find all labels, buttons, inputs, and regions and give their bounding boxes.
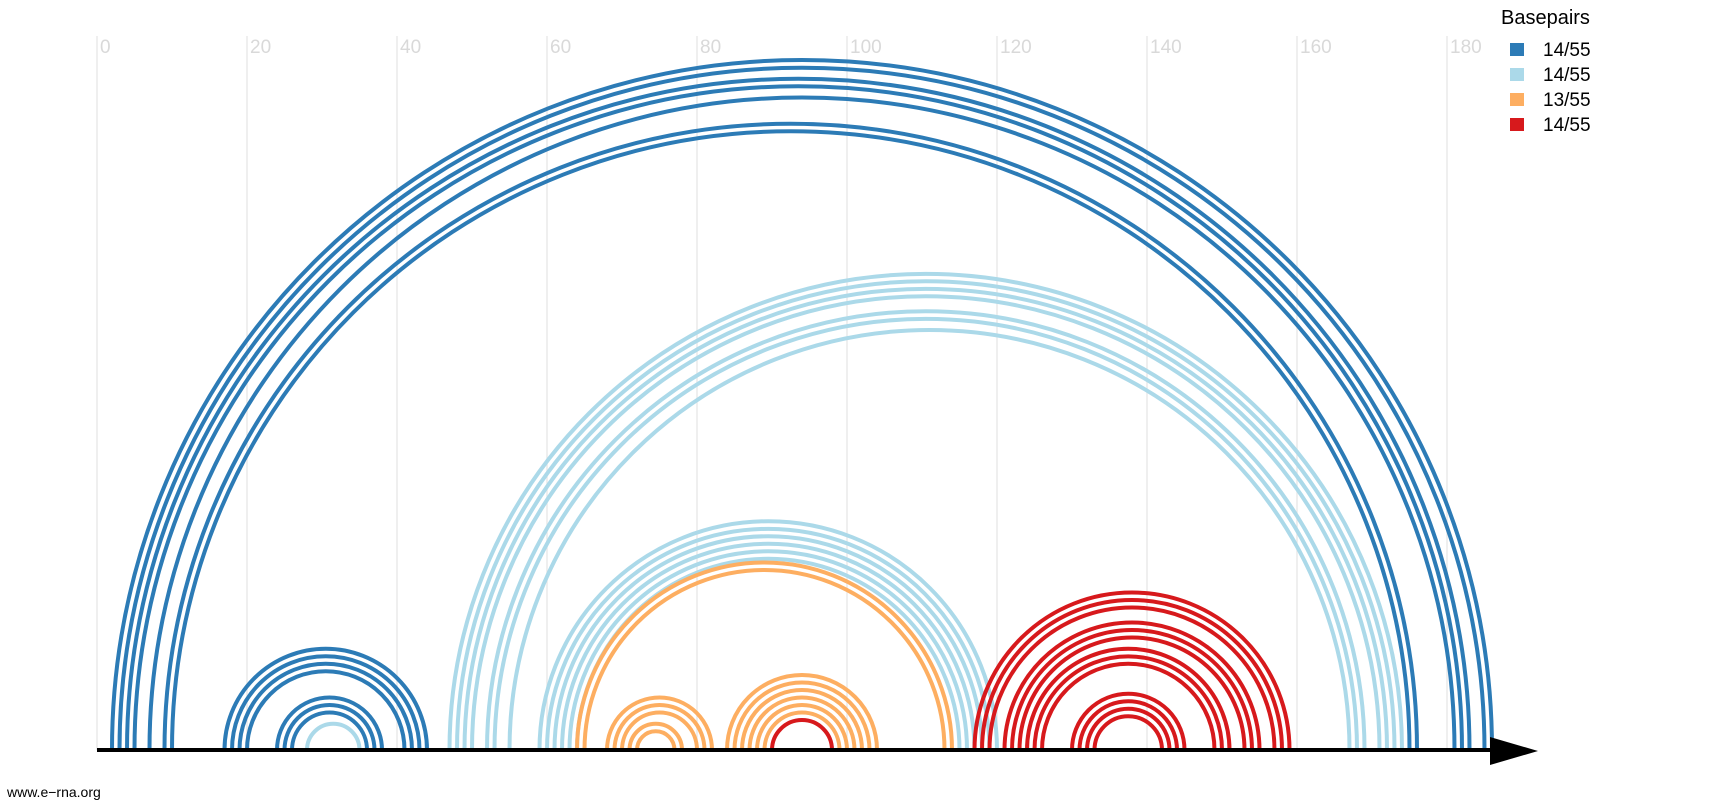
basepair-arc [620,710,699,751]
basepair-arc [305,721,362,751]
basepair-arc [1040,661,1217,751]
legend-title: Basepairs [1501,7,1590,29]
x-tick-label: 80 [700,37,721,58]
basepair-arc [492,316,1359,751]
basepair-arc [117,65,1487,751]
legend-swatch [1510,43,1524,56]
x-tick-label: 140 [1150,37,1182,58]
basepair-arc [237,661,414,751]
basepair-arcs [110,58,1494,751]
basepair-arc [110,58,1494,751]
basepair-arc [747,695,857,751]
basepair-arc [972,590,1292,751]
basepair-arc [1017,635,1247,751]
basepair-arc [275,695,384,751]
basepair-arc [740,688,864,751]
legend-label: 13/55 [1543,90,1591,111]
basepair-arc [762,710,842,751]
basepair-arc [162,121,1419,751]
x-tick-label: 180 [1450,37,1482,58]
basepair-arc [147,95,1457,751]
basepair-arc [125,76,1472,751]
sequence-axis [97,737,1538,765]
basepair-arc [507,328,1352,751]
basepair-arc [980,598,1284,751]
legend-swatch [1510,93,1524,106]
legend-swatch [1510,68,1524,81]
legend-label: 14/55 [1543,40,1591,61]
legend-label: 14/55 [1543,115,1591,136]
basepair-arc [447,271,1404,751]
vertical-gridlines [96,36,1448,750]
basepair-arc [987,605,1277,751]
x-tick-label: 120 [1000,37,1032,58]
x-tick-label: 160 [1300,37,1332,58]
basepair-arc [222,646,429,751]
x-tick-label: 100 [850,37,882,58]
legend-label: 14/55 [1543,65,1591,86]
basepair-arc [755,703,849,751]
basepair-arc [537,519,999,751]
basepair-arc [567,549,969,751]
x-tick-labels: 0 20 40 60 80 100 120 140 160 180 [100,37,1482,58]
basepair-arc [627,721,684,751]
basepair-arc [612,703,707,751]
x-tick-label: 20 [250,37,271,58]
axis-arrowhead [1490,737,1538,765]
basepair-arc [725,673,879,751]
basepair-arc [582,568,947,751]
basepair-arc [462,286,1389,751]
basepair-arc [1085,706,1172,751]
x-tick-label: 60 [550,37,571,58]
footer-url: www.e−rna.org [7,784,101,800]
basepair-arc [605,695,714,751]
basepair-arc [282,703,377,751]
basepair-arc [290,710,369,751]
basepair-arc [1025,646,1232,751]
legend-swatch [1510,118,1524,131]
basepair-arc [485,309,1367,751]
basepair-arc [635,729,677,751]
basepair-arc [1010,628,1254,751]
basepair-arc [575,560,954,751]
basepair-arc [1032,654,1224,751]
basepair-arc [552,534,984,751]
legend: Basepairs 14/55 14/55 13/55 14/55 [1501,7,1591,136]
basepair-arc [1070,691,1187,751]
basepair-arc [470,294,1382,751]
basepair-arc [455,279,1397,751]
basepair-arc [230,654,422,751]
basepair-arc [770,718,834,751]
basepair-arc [1002,620,1262,751]
x-tick-label: 0 [100,37,111,58]
basepair-arc [545,526,992,751]
basepair-arc [1077,699,1179,751]
basepair-arc [560,541,977,751]
basepair-arc [170,129,1412,751]
basepair-arc [732,680,872,751]
basepair-arc [1092,714,1164,751]
basepair-arc [245,669,407,751]
basepair-arc [132,84,1464,751]
x-tick-label: 40 [400,37,421,58]
